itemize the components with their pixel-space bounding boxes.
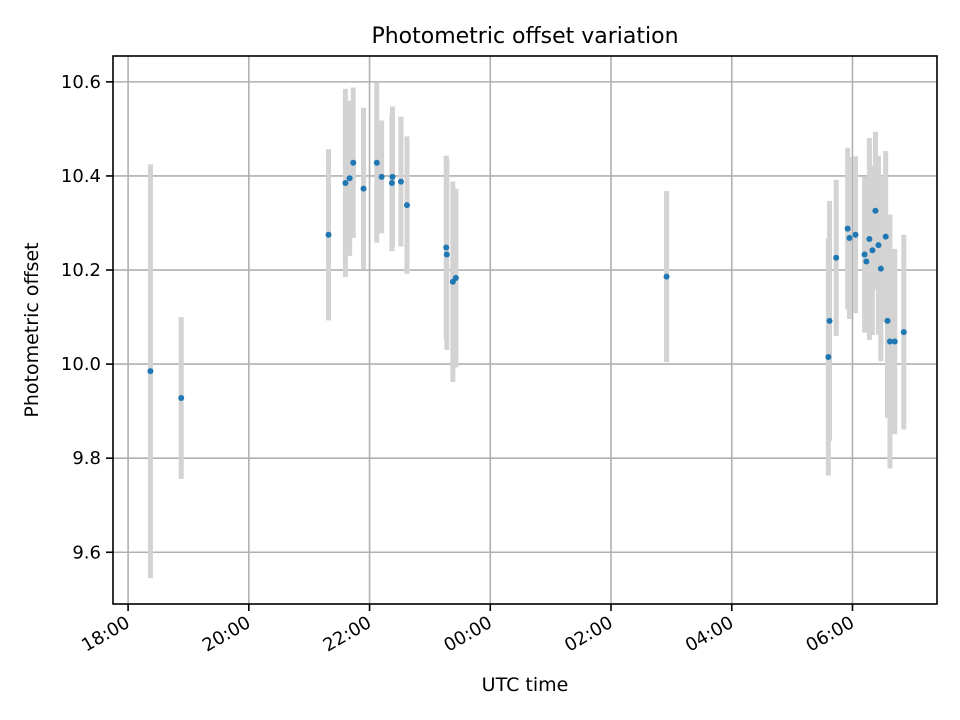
data-point xyxy=(872,207,879,214)
data-point xyxy=(452,275,459,282)
plot-frame xyxy=(112,55,938,605)
data-point xyxy=(875,242,882,249)
y-tick-label: 10.2 xyxy=(61,260,101,281)
x-axis-label: UTC time xyxy=(482,674,569,696)
data-point xyxy=(443,244,450,251)
data-point xyxy=(852,231,859,238)
data-point xyxy=(886,338,893,345)
data-point xyxy=(833,254,840,261)
data-point xyxy=(397,178,404,185)
y-tick-label: 9.8 xyxy=(72,448,101,469)
data-point xyxy=(891,338,898,345)
data-point xyxy=(882,233,889,240)
data-point xyxy=(378,173,385,180)
grid-layer xyxy=(113,56,937,604)
data-point xyxy=(877,265,884,272)
data-point xyxy=(373,159,380,166)
data-point xyxy=(389,173,396,180)
data-point xyxy=(403,202,410,209)
y-tick-label: 10.0 xyxy=(61,354,101,375)
data-point xyxy=(443,251,450,258)
data-point xyxy=(825,354,832,361)
y-tick-label: 10.6 xyxy=(61,72,101,93)
y-tick-label: 9.6 xyxy=(72,542,101,563)
chart-title: Photometric offset variation xyxy=(371,24,678,49)
data-point xyxy=(342,180,349,187)
data-point xyxy=(900,329,907,336)
data-point xyxy=(846,235,853,242)
data-point xyxy=(350,159,357,166)
data-point xyxy=(663,273,670,280)
data-point xyxy=(178,394,185,401)
data-point xyxy=(884,317,891,324)
data-point xyxy=(147,368,154,375)
data-point xyxy=(861,251,868,258)
data-point xyxy=(388,180,395,187)
data-point xyxy=(360,185,367,192)
data-point xyxy=(826,317,833,324)
y-axis-label: Photometric offset xyxy=(21,242,43,417)
data-point xyxy=(844,225,851,232)
data-point xyxy=(866,235,873,242)
data-point xyxy=(863,258,870,265)
data-point xyxy=(869,247,876,254)
y-tick-label: 10.4 xyxy=(61,166,101,187)
point-layer xyxy=(147,159,907,401)
data-point xyxy=(346,175,353,182)
data-point xyxy=(325,231,332,238)
